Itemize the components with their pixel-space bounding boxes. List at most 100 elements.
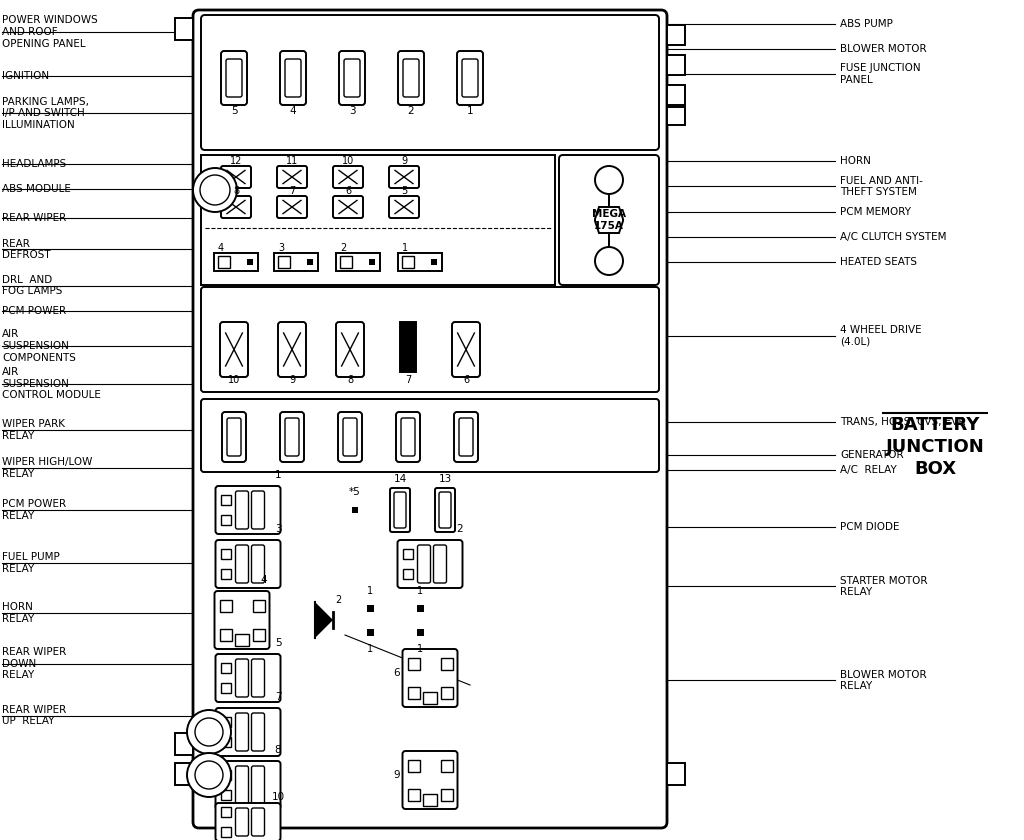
Text: BLOWER MOTOR
RELAY: BLOWER MOTOR RELAY bbox=[840, 669, 927, 691]
FancyBboxPatch shape bbox=[333, 166, 362, 188]
Text: HEADLAMPS: HEADLAMPS bbox=[2, 159, 67, 169]
Text: AIR
SUSPENSION
CONTROL MODULE: AIR SUSPENSION CONTROL MODULE bbox=[2, 367, 101, 401]
Text: ABS PUMP: ABS PUMP bbox=[840, 18, 893, 29]
Text: 2: 2 bbox=[335, 595, 341, 605]
Text: 10: 10 bbox=[271, 792, 285, 802]
Text: MEGA
175A: MEGA 175A bbox=[592, 209, 626, 231]
Text: BOX: BOX bbox=[914, 460, 956, 478]
Bar bbox=[667, 55, 685, 75]
Text: 1: 1 bbox=[417, 644, 423, 654]
Bar bbox=[402, 256, 414, 268]
Polygon shape bbox=[307, 259, 313, 265]
Text: 5: 5 bbox=[400, 186, 408, 196]
FancyBboxPatch shape bbox=[403, 59, 419, 97]
Bar bbox=[220, 663, 230, 673]
Text: HEATED SEATS: HEATED SEATS bbox=[840, 257, 918, 267]
FancyBboxPatch shape bbox=[215, 761, 281, 809]
FancyBboxPatch shape bbox=[236, 659, 249, 697]
Bar bbox=[402, 549, 413, 559]
Text: FUEL PUMP
RELAY: FUEL PUMP RELAY bbox=[2, 552, 59, 574]
Bar bbox=[274, 253, 318, 271]
Bar bbox=[219, 600, 231, 612]
Polygon shape bbox=[595, 207, 623, 233]
Bar bbox=[220, 790, 230, 800]
Bar bbox=[400, 322, 416, 372]
Text: HORN
RELAY: HORN RELAY bbox=[2, 602, 34, 624]
FancyBboxPatch shape bbox=[333, 196, 362, 218]
Text: 2: 2 bbox=[340, 243, 346, 253]
FancyBboxPatch shape bbox=[227, 418, 241, 456]
FancyBboxPatch shape bbox=[226, 59, 242, 97]
Text: IGNITION: IGNITION bbox=[2, 71, 49, 81]
FancyBboxPatch shape bbox=[452, 322, 480, 377]
Text: DRL  AND
FOG LAMPS: DRL AND FOG LAMPS bbox=[2, 275, 62, 297]
Text: 1: 1 bbox=[402, 243, 409, 253]
Bar bbox=[423, 794, 437, 806]
Text: AIR
SUSPENSION
COMPONENTS: AIR SUSPENSION COMPONENTS bbox=[2, 329, 76, 363]
Bar bbox=[408, 658, 420, 670]
Circle shape bbox=[195, 761, 223, 789]
FancyBboxPatch shape bbox=[280, 412, 304, 462]
Bar bbox=[175, 18, 193, 40]
Text: POWER WINDOWS
AND ROOF
OPENING PANEL: POWER WINDOWS AND ROOF OPENING PANEL bbox=[2, 15, 97, 49]
FancyBboxPatch shape bbox=[402, 751, 458, 809]
Bar bbox=[220, 549, 230, 559]
FancyBboxPatch shape bbox=[454, 412, 478, 462]
Text: 5: 5 bbox=[274, 638, 282, 648]
Bar bbox=[219, 629, 231, 641]
Bar bbox=[440, 760, 453, 772]
Text: PCM POWER
RELAY: PCM POWER RELAY bbox=[2, 499, 67, 521]
Text: 3: 3 bbox=[278, 243, 284, 253]
FancyBboxPatch shape bbox=[215, 803, 281, 840]
Bar bbox=[423, 692, 437, 704]
Bar bbox=[408, 760, 420, 772]
FancyBboxPatch shape bbox=[236, 808, 249, 836]
FancyBboxPatch shape bbox=[396, 412, 420, 462]
Bar bbox=[175, 733, 193, 755]
FancyBboxPatch shape bbox=[215, 486, 281, 534]
Text: A/C CLUTCH SYSTEM: A/C CLUTCH SYSTEM bbox=[840, 232, 946, 242]
FancyBboxPatch shape bbox=[462, 59, 478, 97]
Bar bbox=[440, 789, 453, 801]
Circle shape bbox=[187, 710, 231, 754]
Text: PCM POWER: PCM POWER bbox=[2, 306, 67, 316]
Text: PCM MEMORY: PCM MEMORY bbox=[840, 207, 911, 217]
Bar bbox=[440, 687, 453, 699]
Bar bbox=[214, 253, 258, 271]
Text: 8: 8 bbox=[347, 375, 353, 385]
FancyBboxPatch shape bbox=[418, 545, 430, 583]
Bar bbox=[408, 789, 420, 801]
Text: 3: 3 bbox=[274, 524, 282, 534]
Text: *5: *5 bbox=[349, 487, 360, 497]
FancyBboxPatch shape bbox=[457, 51, 483, 105]
FancyBboxPatch shape bbox=[215, 708, 281, 756]
FancyBboxPatch shape bbox=[221, 196, 251, 218]
Bar bbox=[220, 683, 230, 693]
Text: REAR WIPER: REAR WIPER bbox=[2, 213, 67, 223]
FancyBboxPatch shape bbox=[236, 766, 249, 804]
Polygon shape bbox=[352, 507, 358, 513]
FancyBboxPatch shape bbox=[401, 418, 415, 456]
Text: FUEL AND ANTI-
THEFT SYSTEM: FUEL AND ANTI- THEFT SYSTEM bbox=[840, 176, 923, 197]
FancyBboxPatch shape bbox=[236, 545, 249, 583]
FancyBboxPatch shape bbox=[252, 808, 264, 836]
Text: 13: 13 bbox=[438, 474, 452, 484]
Text: 1: 1 bbox=[367, 644, 373, 654]
Text: 9: 9 bbox=[393, 770, 400, 780]
Text: PARKING LAMPS,
I/P AND SWITCH
ILLUMINATION: PARKING LAMPS, I/P AND SWITCH ILLUMINATI… bbox=[2, 97, 89, 130]
FancyBboxPatch shape bbox=[193, 10, 667, 828]
Circle shape bbox=[193, 168, 237, 212]
Text: FUSE JUNCTION
PANEL: FUSE JUNCTION PANEL bbox=[840, 63, 921, 85]
Text: 9: 9 bbox=[289, 375, 295, 385]
FancyBboxPatch shape bbox=[201, 287, 659, 392]
Text: GENERATOR: GENERATOR bbox=[840, 450, 903, 460]
Text: STARTER MOTOR
RELAY: STARTER MOTOR RELAY bbox=[840, 575, 928, 597]
Bar bbox=[218, 256, 230, 268]
Text: 4 WHEEL DRIVE
(4.0L): 4 WHEEL DRIVE (4.0L) bbox=[840, 325, 922, 347]
Polygon shape bbox=[431, 259, 437, 265]
FancyBboxPatch shape bbox=[252, 491, 264, 529]
Bar bbox=[220, 827, 230, 837]
Polygon shape bbox=[367, 628, 374, 636]
Text: 8: 8 bbox=[232, 186, 239, 196]
Bar bbox=[402, 569, 413, 579]
